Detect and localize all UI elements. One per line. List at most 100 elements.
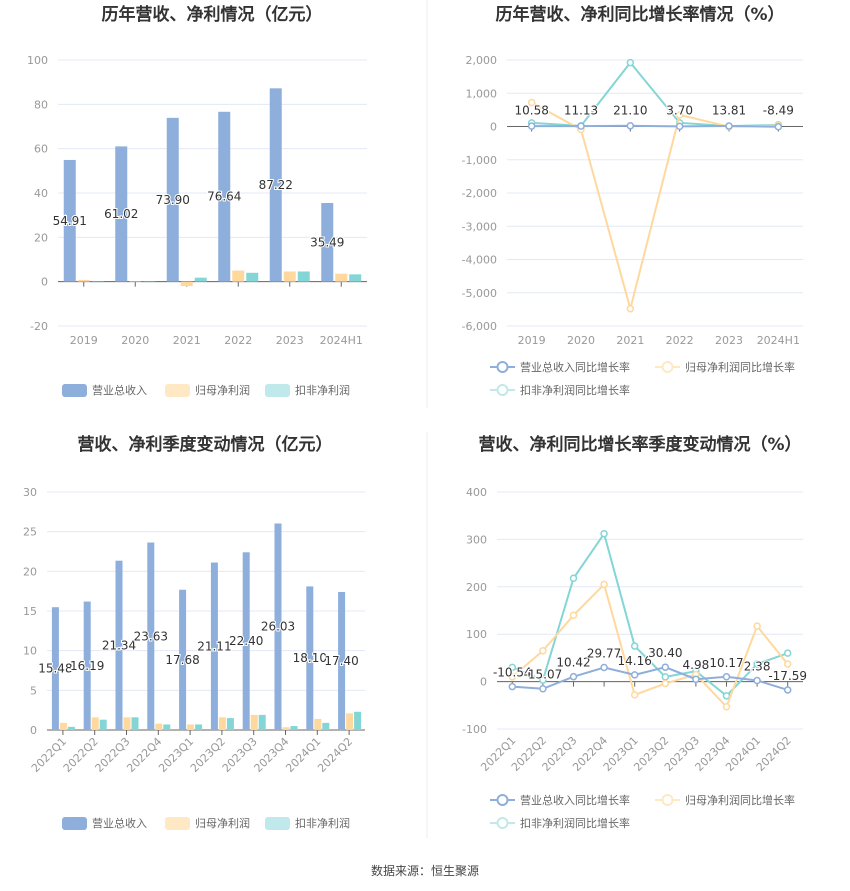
bar-deducted-profit bbox=[246, 272, 259, 282]
data-label: 22.40 bbox=[229, 634, 263, 648]
chart-title-annual-growth: 历年营收、净利同比增长率情况（%） bbox=[495, 4, 784, 25]
data-label: 10.17 bbox=[709, 656, 743, 670]
data-point bbox=[661, 673, 670, 681]
legend-circle-icon bbox=[496, 794, 509, 806]
y-tick-label: -20 bbox=[30, 320, 48, 333]
legend-label: 扣非净利润 bbox=[295, 383, 350, 397]
data-point bbox=[527, 98, 536, 107]
data-point bbox=[661, 663, 670, 671]
y-tick-label: -2,000 bbox=[462, 187, 497, 200]
x-tick-label: 2023 bbox=[276, 334, 304, 347]
bar-deducted-profit bbox=[143, 281, 156, 283]
legend-circle-icon bbox=[661, 794, 674, 806]
x-tick-label: 2023 bbox=[715, 334, 743, 347]
legend-label: 扣非净利润同比增长率 bbox=[520, 816, 630, 830]
y-tick-label: 0 bbox=[480, 676, 487, 689]
data-label: 54.91 bbox=[53, 214, 87, 228]
legend-item[interactable]: 扣非净利润同比增长率 bbox=[490, 816, 630, 830]
data-label: 3.70 bbox=[666, 104, 693, 118]
data-label: 10.58 bbox=[514, 104, 548, 118]
bar-net-profit bbox=[232, 270, 245, 282]
data-point bbox=[600, 663, 608, 672]
legend-item[interactable]: 营业总收入 bbox=[62, 383, 147, 397]
chart-quarterly-growth: 4003002001000-1002022Q12022Q22022Q32022Q… bbox=[462, 486, 808, 830]
bar-net-profit bbox=[283, 271, 296, 282]
bar-revenue bbox=[63, 159, 76, 282]
data-point bbox=[569, 672, 578, 681]
legend-swatch bbox=[62, 384, 87, 397]
legend-item[interactable]: 扣非净利润 bbox=[265, 383, 350, 397]
line-revenue-growth bbox=[512, 666, 788, 691]
data-point bbox=[626, 58, 635, 67]
x-tick-label: 2019 bbox=[70, 334, 98, 347]
legend-item[interactable]: 归母净利润同比增长率 bbox=[655, 360, 795, 374]
data-point bbox=[675, 111, 684, 119]
bar-net-profit bbox=[155, 723, 163, 730]
legend-swatch bbox=[165, 384, 190, 397]
bar-net-profit bbox=[59, 722, 67, 730]
data-label: 76.64 bbox=[207, 190, 241, 204]
x-tick-label: 2019 bbox=[518, 334, 546, 347]
y-tick-label: 20 bbox=[34, 231, 48, 244]
y-tick-label: -1,000 bbox=[462, 154, 497, 167]
data-label: 21.11 bbox=[197, 639, 231, 653]
bar-net-profit bbox=[180, 281, 193, 287]
data-point bbox=[626, 122, 635, 130]
bar-net-profit bbox=[282, 727, 290, 730]
line-net-profit-growth bbox=[531, 101, 779, 313]
legend-item[interactable]: 扣非净利润 bbox=[265, 816, 350, 830]
bar-revenue bbox=[321, 202, 334, 282]
y-tick-label: 30 bbox=[23, 486, 37, 499]
bar-net-profit bbox=[314, 718, 322, 730]
legend-item[interactable]: 扣非净利润同比增长率 bbox=[490, 383, 630, 397]
bar-revenue bbox=[115, 146, 128, 282]
data-label: 21.10 bbox=[613, 104, 647, 118]
x-tick-label: 2021 bbox=[173, 334, 201, 347]
legend-label: 营业总收入同比增长率 bbox=[520, 793, 630, 807]
legend-item[interactable]: 营业总收入同比增长率 bbox=[490, 793, 630, 807]
y-tick-label: -6,000 bbox=[462, 320, 497, 333]
legend-item[interactable]: 归母净利润 bbox=[165, 383, 250, 397]
chart-quarterly-revenue-profit: 3025201510502022Q12022Q22022Q32022Q42023… bbox=[23, 486, 365, 830]
legend-circle-icon bbox=[496, 817, 509, 829]
bar-net-profit bbox=[346, 713, 354, 730]
bar-revenue bbox=[51, 607, 59, 730]
y-tick-label: 200 bbox=[466, 581, 487, 594]
legend-item[interactable]: 营业总收入 bbox=[62, 816, 147, 830]
data-point bbox=[722, 702, 731, 711]
legend-label: 归母净利润同比增长率 bbox=[685, 360, 795, 374]
x-tick-label: 2021 bbox=[616, 334, 644, 347]
legend-item[interactable]: 营业总收入同比增长率 bbox=[490, 360, 630, 374]
legend-item[interactable]: 归母净利润同比增长率 bbox=[655, 793, 795, 807]
y-tick-label: 300 bbox=[466, 533, 487, 546]
data-point bbox=[539, 647, 547, 655]
data-label: 16.19 bbox=[70, 659, 104, 673]
data-label: 23.63 bbox=[134, 629, 168, 643]
y-tick-label: 400 bbox=[466, 486, 487, 499]
legend-item[interactable]: 归母净利润 bbox=[165, 816, 250, 830]
data-point bbox=[725, 122, 733, 130]
bar-deducted-profit bbox=[290, 726, 298, 730]
data-label: 11.13 bbox=[564, 104, 598, 118]
data-point bbox=[774, 123, 783, 131]
data-label: 4.98 bbox=[683, 658, 710, 672]
bar-deducted-profit bbox=[67, 726, 75, 730]
line-net-profit-growth bbox=[511, 582, 789, 709]
y-tick-label: -4,000 bbox=[462, 254, 497, 267]
bar-deducted-profit bbox=[349, 274, 362, 282]
y-tick-label: 80 bbox=[34, 98, 48, 111]
chart-title-quarterly-growth: 营收、净利同比增长率季度变动情况（%） bbox=[478, 434, 801, 455]
data-label: -8.49 bbox=[763, 104, 794, 118]
data-point bbox=[630, 691, 639, 699]
legend-swatch bbox=[265, 384, 290, 397]
line-revenue-growth bbox=[531, 124, 779, 128]
line-deducted-profit-growth bbox=[511, 531, 789, 698]
bar-revenue bbox=[269, 88, 282, 282]
data-label: 30.40 bbox=[648, 646, 682, 660]
data-label: 26.03 bbox=[261, 620, 295, 634]
y-tick-label: 15 bbox=[23, 605, 37, 618]
data-point bbox=[577, 122, 585, 130]
data-label: 18.10 bbox=[293, 651, 327, 665]
bar-deducted-profit bbox=[297, 271, 310, 282]
